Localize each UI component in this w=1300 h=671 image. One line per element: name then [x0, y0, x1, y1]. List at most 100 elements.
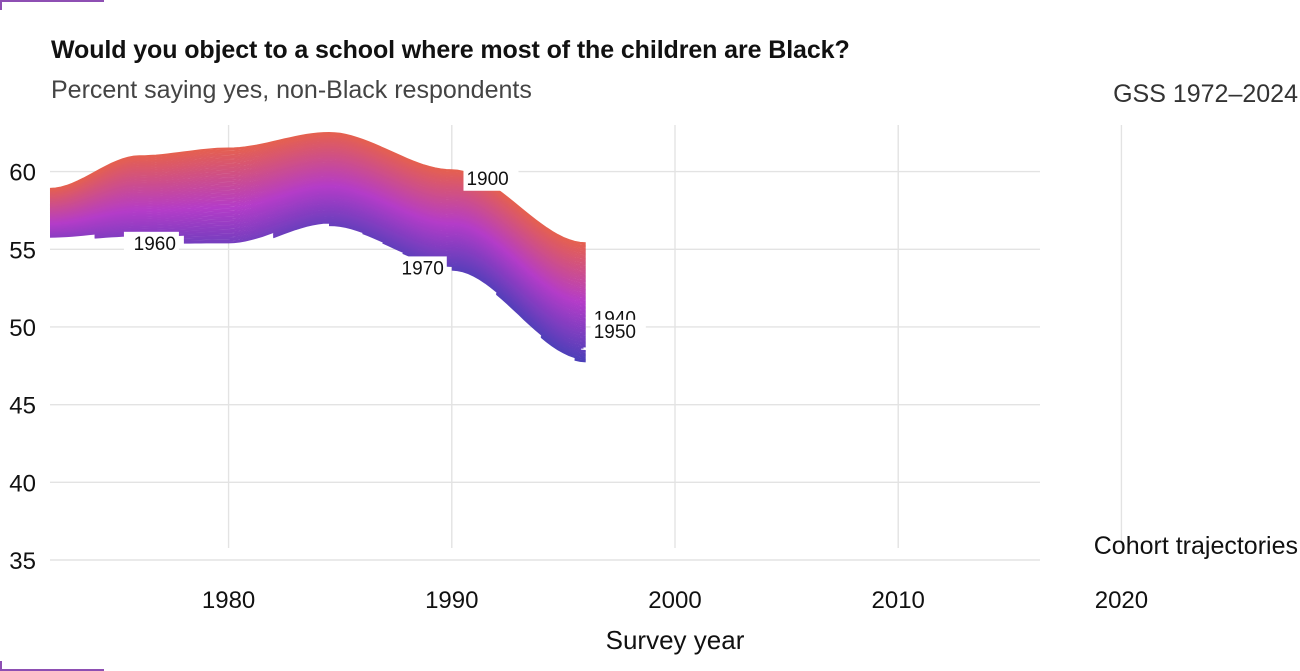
cohort-line [49, 158, 586, 274]
x-axis-title: Survey year [606, 625, 745, 655]
cohort-line [49, 151, 586, 266]
cohort-line [49, 146, 586, 260]
cohort-line [540, 336, 586, 360]
cohort-line [49, 197, 586, 317]
cohort-line [328, 223, 586, 345]
cohort-line [49, 196, 586, 316]
data-source: GSS 1972–2024 [1113, 80, 1298, 108]
corner-mark-bottom [0, 669, 104, 671]
cohort-label: 1900 [466, 169, 508, 190]
cohort-line [183, 214, 586, 336]
cohort-line [49, 174, 586, 291]
cohort-line [49, 155, 586, 270]
cohort-line [49, 170, 586, 287]
cohort-line [49, 147, 586, 262]
cohort-line [49, 139, 586, 252]
cohort-line [495, 292, 586, 356]
corner-tick-top [0, 0, 2, 10]
cohort-line [49, 187, 586, 306]
chart-subtitle: Percent saying yes, non-Black respondent… [51, 76, 532, 104]
cohort-label-bg [123, 231, 179, 256]
cohort-line [49, 179, 586, 297]
cohort-line [49, 192, 586, 312]
x-tick-label: 2020 [1095, 587, 1148, 614]
cohort-line [183, 211, 586, 332]
y-tick-label: 35 [9, 548, 36, 575]
cohort-line [49, 165, 586, 282]
cohort-line [49, 180, 586, 298]
cohort-line [49, 189, 586, 308]
cohort-line [49, 186, 586, 305]
cohort-line [49, 168, 586, 285]
y-tick-label: 60 [9, 160, 36, 187]
cohort-line [49, 161, 586, 277]
cohort-line [49, 178, 586, 295]
cohort-line [49, 181, 586, 300]
cohort-line [183, 217, 586, 339]
cohort-line [49, 183, 586, 301]
cohort-line [574, 357, 586, 361]
cohort-line [49, 191, 586, 310]
cohort-line [495, 293, 586, 357]
cohort-line [49, 150, 586, 265]
cohort-line [451, 269, 586, 355]
cohort-line [272, 220, 586, 343]
cohort-line [49, 203, 586, 324]
cohort-label: 1950 [594, 322, 636, 343]
cohort-line [451, 267, 586, 353]
cohort-label-bg [463, 166, 519, 191]
cohort-line [328, 224, 586, 347]
cohort-line [49, 193, 586, 313]
cohort-line [183, 213, 586, 335]
cohort-line [49, 195, 586, 314]
cohort-line [272, 218, 586, 340]
cohort-line [49, 175, 586, 293]
cohort-label-bg [590, 319, 646, 344]
cohort-line [49, 190, 586, 309]
cohort-line [540, 335, 586, 359]
cohort-line [49, 173, 586, 290]
cohort-line [49, 159, 586, 275]
cohort-line [49, 202, 586, 322]
cohort-line [49, 163, 586, 279]
cohort-line [574, 359, 586, 363]
cohort-line [49, 141, 586, 255]
y-tick-label: 45 [9, 393, 36, 420]
cohort-line [49, 140, 586, 254]
cohort-line [49, 169, 586, 286]
cohort-line [49, 204, 586, 325]
axes: 35 40 45 50 55 60 1980 1990 2000 2010 2020 [9, 160, 1148, 614]
x-tick-label: 2010 [872, 587, 925, 614]
cohort-line [49, 162, 586, 278]
cohort-trajectories-label: Cohort trajectories [1094, 532, 1298, 560]
y-tick-label: 55 [9, 237, 36, 264]
cohort-line [49, 185, 586, 304]
x-tick-label: 1980 [202, 587, 255, 614]
cohort-line [362, 232, 586, 348]
cohort-line [49, 148, 586, 263]
cohort-line [50, 201, 586, 321]
chart-title: Would you object to a school where most … [51, 36, 850, 64]
cohort-label: 1970 [402, 258, 444, 279]
cohort-line [49, 157, 586, 273]
cohort-line [49, 144, 586, 258]
cohort-line [49, 164, 586, 281]
cohort-line [183, 212, 586, 333]
cohort-line [49, 156, 586, 271]
cohort-line [94, 206, 586, 326]
cohort-label: 1960 [134, 234, 176, 255]
y-tick-label: 50 [9, 315, 36, 342]
cohort-line [49, 153, 586, 269]
x-tick-label: 1990 [425, 587, 478, 614]
cohort-line [49, 172, 586, 289]
cohort-line [49, 184, 586, 302]
cohort-line [50, 200, 586, 320]
x-tick-label: 2000 [648, 587, 701, 614]
cohort-line [183, 215, 586, 337]
cohort-line [49, 138, 586, 251]
cohort-line [49, 145, 586, 259]
cohort-line [272, 219, 586, 341]
cohort-line [49, 142, 586, 256]
